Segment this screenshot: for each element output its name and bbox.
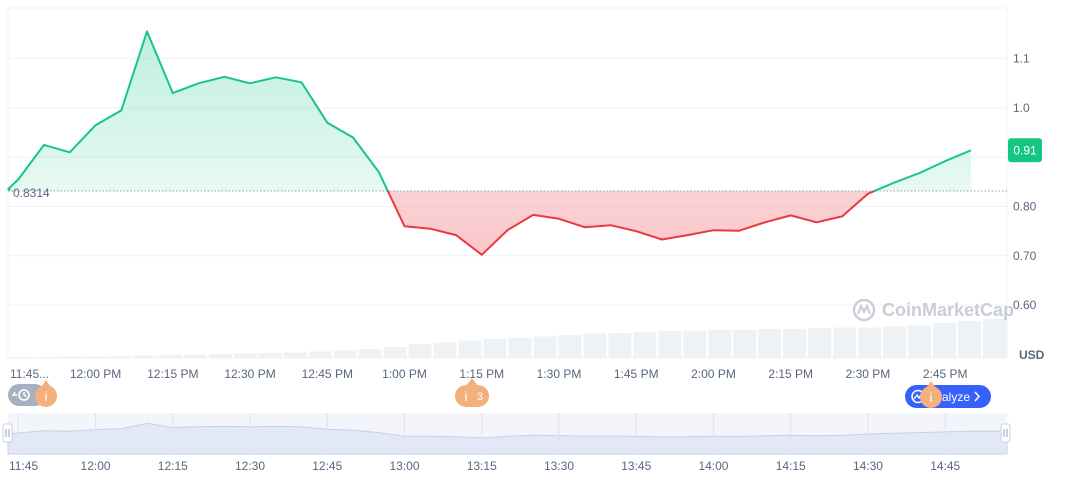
volume-bar-13 xyxy=(334,351,357,359)
event-marker-left[interactable]: i xyxy=(35,380,57,407)
navigator-tick-label-0: 11:45 xyxy=(9,459,38,473)
y-tick-label-0: 0.60 xyxy=(1013,298,1037,312)
y-tick-label-1: 0.70 xyxy=(1013,249,1037,263)
event-marker-left-label: i xyxy=(45,389,48,404)
navigator-tick-label-2: 12:15 xyxy=(158,459,188,473)
y-tick-label-5: 1.1 xyxy=(1013,52,1030,66)
y-axis-ticks: 0.600.700.800.901.01.1 xyxy=(1013,52,1037,313)
event-marker-middle-count: 3 xyxy=(477,391,483,403)
volume-bar-6 xyxy=(159,355,182,358)
volume-bar-39 xyxy=(983,319,1006,358)
event-marker-middle-label: i xyxy=(465,389,468,404)
current-value-text: 0.91 xyxy=(1013,143,1037,157)
x-tick-label-10: 2:15 PM xyxy=(768,367,813,381)
volume-bar-11 xyxy=(284,353,307,359)
reference-label: 0.8314 xyxy=(13,186,50,200)
navigator-tick-label-8: 13:45 xyxy=(621,459,651,473)
volume-bar-5 xyxy=(134,356,157,359)
navigator-tick-label-10: 14:15 xyxy=(776,459,806,473)
navigator-tick-label-3: 12:30 xyxy=(235,459,265,473)
x-tick-label-1: 12:00 PM xyxy=(70,367,121,381)
volume-bar-34 xyxy=(858,328,881,359)
volume-bar-36 xyxy=(908,326,931,359)
x-tick-label-12: 2:45 PM xyxy=(923,367,968,381)
volume-bar-21 xyxy=(533,337,556,359)
volume-bar-2 xyxy=(59,357,82,359)
navigator[interactable] xyxy=(3,413,1010,454)
volume-bar-22 xyxy=(558,335,581,358)
volume-bars xyxy=(9,319,1006,358)
volume-bar-0 xyxy=(9,357,32,358)
x-tick-label-8: 1:45 PM xyxy=(614,367,659,381)
navigator-tick-label-1: 12:00 xyxy=(81,459,111,473)
x-tick-label-5: 1:00 PM xyxy=(382,367,427,381)
event-marker-right-label: i xyxy=(930,390,933,405)
event-marker-middle[interactable]: i 3 xyxy=(455,378,489,407)
volume-bar-20 xyxy=(509,338,532,358)
volume-bar-10 xyxy=(259,353,282,358)
y-tick-label-4: 1.0 xyxy=(1013,101,1030,115)
volume-bar-14 xyxy=(359,349,382,358)
x-tick-label-3: 12:30 PM xyxy=(224,367,275,381)
x-axis-ticks: 11:45... 12:00 PM 12:15 PM 12:30 PM 12:45 PM… xyxy=(10,367,968,381)
volume-bar-17 xyxy=(434,343,457,359)
navigator-tick-label-9: 14:00 xyxy=(698,459,728,473)
volume-bar-38 xyxy=(958,321,981,358)
volume-bar-33 xyxy=(833,328,856,359)
volume-bar-4 xyxy=(109,356,132,358)
analyze-button[interactable]: alyze xyxy=(905,385,991,408)
volume-bar-3 xyxy=(84,357,107,359)
x-tick-label-6: 1:15 PM xyxy=(459,367,504,381)
navigator-tick-label-11: 14:30 xyxy=(853,459,883,473)
volume-bar-35 xyxy=(883,327,906,359)
navigator-handle-left[interactable] xyxy=(3,424,12,442)
volume-bar-25 xyxy=(633,332,656,358)
volume-bar-8 xyxy=(209,354,232,358)
navigator-tick-label-5: 13:00 xyxy=(389,459,419,473)
x-tick-label-2: 12:15 PM xyxy=(147,367,198,381)
analyze-label: alyze xyxy=(942,390,970,404)
volume-bar-29 xyxy=(733,330,756,358)
volume-bar-31 xyxy=(783,329,806,358)
volume-bar-30 xyxy=(758,329,781,358)
x-tick-label-0: 11:45... xyxy=(10,367,49,381)
volume-bar-27 xyxy=(683,331,706,359)
watermark-text: CoinMarketCap xyxy=(882,300,1014,320)
navigator-ticks: 11:45 12:00 12:15 12:30 12:45 13:00 13:15 13:30… xyxy=(9,459,961,473)
x-tick-label-4: 12:45 PM xyxy=(302,367,353,381)
volume-bar-16 xyxy=(409,344,432,358)
volume-bar-12 xyxy=(309,352,332,359)
volume-bar-28 xyxy=(708,330,731,358)
volume-bar-9 xyxy=(234,354,257,359)
navigator-tick-label-7: 13:30 xyxy=(544,459,574,473)
volume-bar-7 xyxy=(184,355,207,359)
volume-bar-23 xyxy=(583,334,606,359)
volume-bar-1 xyxy=(34,357,57,358)
coinmarketcap-watermark: CoinMarketCap xyxy=(854,300,1014,320)
volume-bar-37 xyxy=(933,323,956,358)
volume-bar-32 xyxy=(808,328,831,358)
navigator-handle-right[interactable] xyxy=(1001,424,1010,442)
volume-bar-18 xyxy=(459,341,482,359)
volume-bar-15 xyxy=(384,347,407,358)
volume-bar-26 xyxy=(658,331,681,358)
currency-label: USD xyxy=(1019,348,1045,362)
navigator-tick-label-4: 12:45 xyxy=(312,459,342,473)
reference-start-dot xyxy=(7,187,10,190)
current-value-badge: 0.91 xyxy=(1008,138,1042,162)
volume-bar-24 xyxy=(608,333,631,358)
navigator-tick-label-6: 13:15 xyxy=(467,459,497,473)
x-tick-label-7: 1:30 PM xyxy=(537,367,582,381)
coinmarketcap-logo-icon xyxy=(854,300,874,320)
y-tick-label-2: 0.80 xyxy=(1013,200,1037,214)
navigator-tick-label-12: 14:45 xyxy=(930,459,960,473)
volume-bar-19 xyxy=(484,339,507,358)
x-tick-label-11: 2:30 PM xyxy=(846,367,891,381)
x-tick-label-9: 2:00 PM xyxy=(691,367,736,381)
